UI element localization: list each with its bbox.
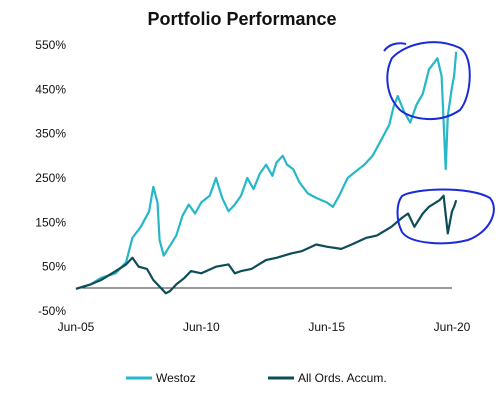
y-tick-label: 450%	[35, 82, 66, 96]
legend-label-all-ords: All Ords. Accum.	[298, 371, 387, 385]
annotation-scribble	[383, 42, 407, 52]
y-tick-label: 550%	[35, 38, 66, 52]
x-axis-tick-labels: Jun-05 Jun-10 Jun-15 Jun-20	[58, 320, 471, 334]
chart-title: Portfolio Performance	[147, 9, 336, 29]
series-layer	[75, 51, 458, 295]
y-tick-label: 250%	[35, 171, 66, 185]
y-tick-label: 150%	[35, 215, 66, 229]
y-tick-label: 50%	[42, 260, 66, 274]
legend: Westoz All Ords. Accum.	[126, 371, 387, 385]
y-axis-tick-labels: -50% 50% 150% 250% 350% 450% 550%	[35, 38, 66, 318]
x-tick-label: Jun-20	[434, 320, 471, 334]
y-tick-label: -50%	[38, 304, 66, 318]
x-tick-label: Jun-10	[183, 320, 220, 334]
x-tick-label: Jun-05	[58, 320, 95, 334]
x-tick-label: Jun-15	[308, 320, 345, 334]
annotation-circle-westoz	[386, 41, 471, 121]
legend-label-westoz: Westoz	[156, 371, 196, 385]
annotation-circle-allords	[396, 188, 495, 245]
series-line-all-ords	[75, 194, 458, 295]
series-line-westoz	[75, 51, 458, 290]
y-tick-label: 350%	[35, 127, 66, 141]
